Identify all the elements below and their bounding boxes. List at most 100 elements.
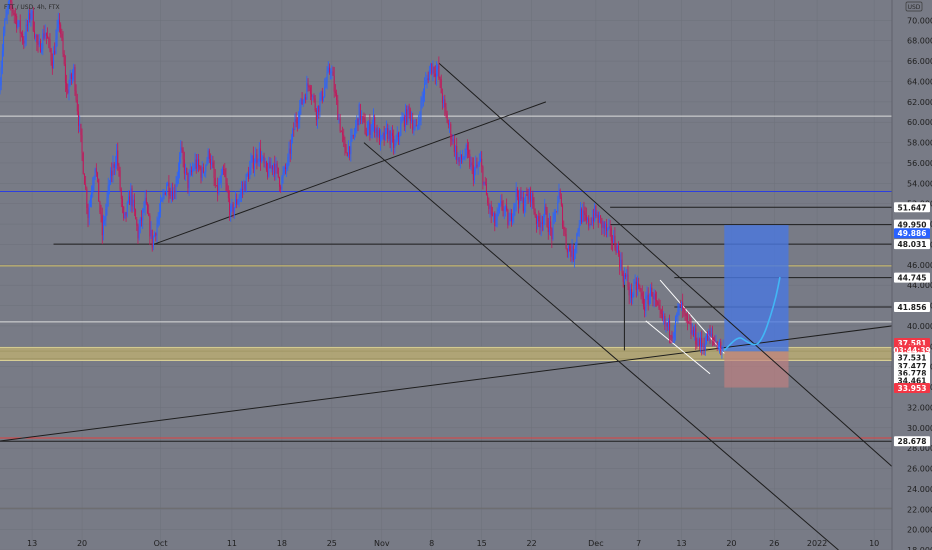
candle-body [330, 71, 332, 73]
candle-body [248, 173, 250, 179]
projection-curve [723, 276, 781, 351]
candle-body [483, 181, 485, 185]
candle-body [696, 344, 698, 346]
candle-body [529, 188, 531, 202]
candle-body [714, 339, 716, 342]
candle-body [608, 226, 610, 228]
candle-body [688, 321, 690, 323]
candle-body [327, 67, 329, 73]
candle-body [254, 163, 256, 169]
price-tag-box [894, 436, 930, 447]
candle-body [192, 169, 194, 173]
price-tick-label: 60.000 [907, 118, 932, 127]
long-position-tool[interactable] [724, 225, 789, 388]
candle-body [615, 247, 617, 253]
candle-body [126, 202, 128, 216]
candle-body [518, 196, 520, 205]
candle-body [565, 233, 567, 249]
candle-body [24, 39, 26, 44]
candle-body [7, 1, 9, 10]
trend-lines[interactable] [0, 62, 893, 550]
candle-body [3, 32, 5, 51]
candle-body [215, 185, 217, 187]
candle-body [169, 194, 171, 196]
candle-body [176, 176, 178, 185]
price-tag-label: 48.031 [898, 240, 927, 249]
candle-body [645, 296, 647, 311]
candle-body [73, 67, 75, 75]
candle-body [186, 167, 188, 173]
candle-body [411, 120, 413, 122]
candle-body [118, 165, 120, 171]
candle-body [551, 228, 553, 240]
projection-path[interactable] [723, 276, 781, 351]
candle-body [579, 209, 581, 226]
candle-body [268, 161, 270, 177]
candle-body [221, 169, 223, 175]
candle-body [520, 190, 522, 200]
candle-body [146, 203, 148, 214]
candle-body [547, 226, 549, 233]
currency-badge[interactable]: USD [908, 4, 921, 11]
price-tag-box [894, 383, 930, 394]
candle-body [432, 66, 434, 74]
candle-body [35, 35, 37, 38]
candle-body [328, 67, 330, 73]
candle-body [93, 177, 95, 186]
candle-body [395, 140, 397, 144]
candle-body [619, 254, 621, 268]
candle-body [200, 168, 202, 178]
candle-body [284, 167, 286, 169]
candle-body [29, 13, 31, 20]
candle-body [41, 48, 43, 53]
candle-body [413, 127, 415, 130]
candle-body [533, 204, 535, 213]
candle-body [418, 121, 420, 126]
candle-body [600, 215, 602, 218]
candle-body [424, 84, 426, 95]
time-tick-label: Nov [374, 539, 390, 548]
candle-body [342, 131, 344, 135]
candle-body [711, 333, 713, 338]
candle-body [92, 185, 94, 193]
candle-body [207, 150, 209, 162]
candle-body [321, 91, 323, 101]
candle-body [211, 162, 213, 165]
candle-body [487, 195, 489, 203]
candle-body [603, 222, 605, 229]
candle-body [79, 123, 81, 126]
candle-body [457, 157, 459, 161]
candle-body [18, 20, 20, 24]
candle-body [522, 197, 524, 212]
candle-body [523, 205, 525, 212]
candle-body [383, 133, 385, 140]
candle-body [469, 154, 471, 167]
candle-body [243, 183, 245, 190]
currency-badge-box[interactable] [905, 1, 923, 12]
candle-body [665, 322, 667, 325]
candle-body [552, 219, 554, 240]
candle-body [540, 222, 542, 228]
candle-body [372, 116, 374, 124]
price-tag-box [894, 375, 930, 386]
candle-body [470, 162, 472, 167]
candle-body [407, 106, 409, 124]
candle-body [708, 330, 710, 341]
candle-body [97, 172, 99, 179]
candle-body [672, 337, 674, 339]
candle-body [719, 341, 721, 347]
candle-body [635, 281, 637, 290]
candle-body [252, 155, 254, 169]
candle-body [450, 124, 452, 140]
candle-body [396, 132, 398, 141]
candle-body [63, 54, 65, 65]
candle-body [349, 146, 351, 155]
time-axis[interactable]: 13 20 Oct 11 18 25 Nov 8 15 22 Dec 7 13 20 26 2022 10 [27, 539, 879, 548]
candle-body [275, 163, 277, 175]
candle-body [484, 181, 486, 185]
candle-body [610, 228, 612, 241]
candle-body [690, 323, 692, 334]
candle-body [441, 93, 443, 103]
